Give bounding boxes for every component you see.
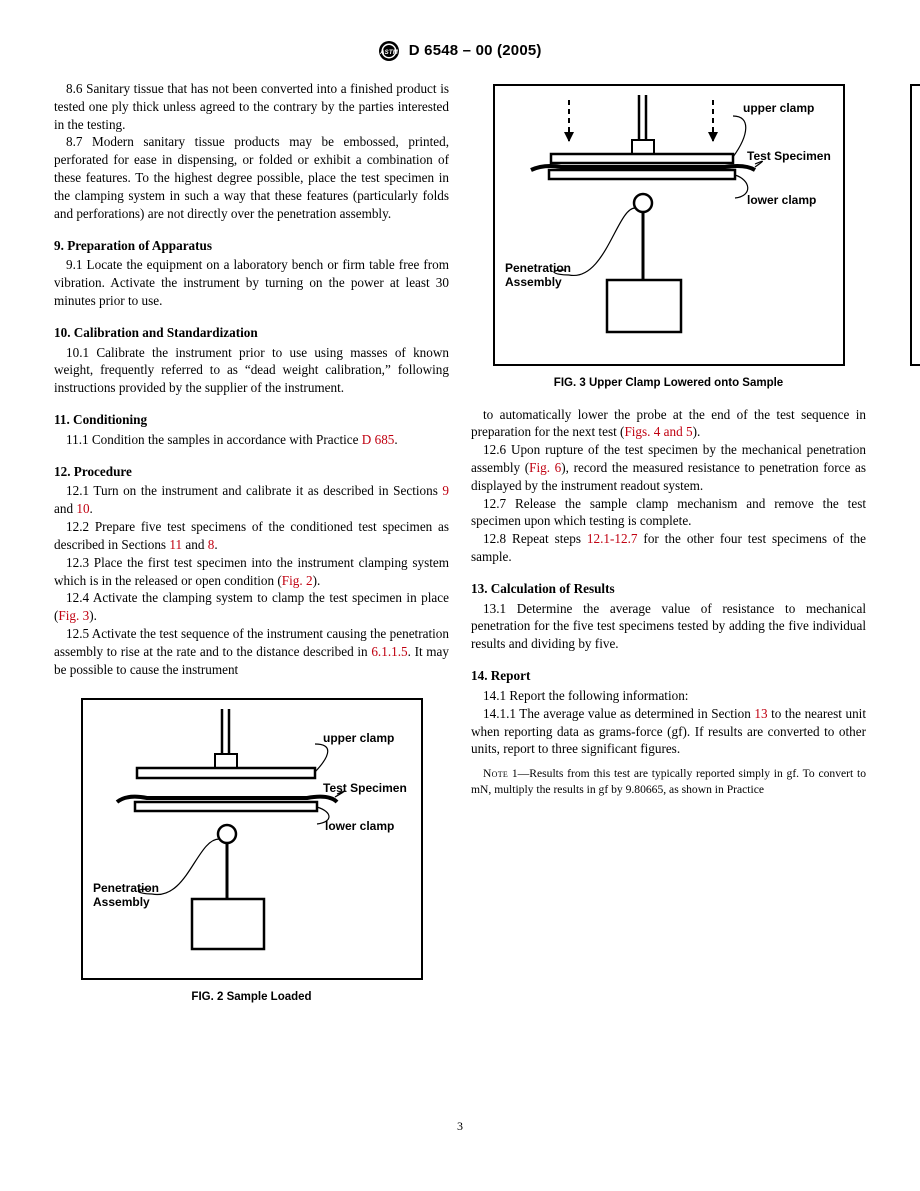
xref-sec9[interactable]: 9 [442, 483, 449, 498]
para-12-3: 12.3 Place the first test specimen into … [54, 554, 449, 590]
designation-text: D 6548 – 00 (2005) [409, 42, 542, 59]
figure-3-caption: FIG. 3 Upper Clamp Lowered onto Sample [471, 376, 866, 392]
note-1: Note 1—Results from this test are typica… [471, 766, 866, 797]
para-12-7: 12.7 Release the sample clamp mechanism … [471, 495, 866, 531]
para-12-1: 12.1 Turn on the instrument and calibrat… [54, 482, 449, 518]
figure-2: upper clamp Test Specimen lower clamp Pe… [54, 694, 449, 1006]
heading-13: 13. Calculation of Results [471, 580, 866, 598]
fig2-label-spec: Test Specimen [323, 781, 407, 795]
fig3-label-upper: upper clamp [743, 101, 814, 115]
xref-fig2[interactable]: Fig. 2 [282, 573, 313, 588]
heading-11: 11. Conditioning [54, 411, 449, 429]
para-13-1: 13.1 Determine the average value of resi… [471, 600, 866, 653]
xref-fig6[interactable]: Fig. 6 [529, 460, 561, 475]
para-11-1: 11.1 Condition the samples in accordance… [54, 431, 449, 449]
note-1-label: Note [483, 767, 508, 780]
astm-logo-icon: ASTM [378, 40, 400, 62]
figure-4: test direction upper clamp Test Specimen… [888, 80, 920, 392]
p125cb: ). [693, 424, 701, 439]
body-columns: 8.6 Sanitary tissue that has not been co… [54, 80, 866, 1100]
p1411a: 14.1.1 The average value as determined i… [483, 706, 754, 721]
xref-sec11[interactable]: 11 [169, 537, 182, 552]
para-10-1: 10.1 Calibrate the instrument prior to u… [54, 344, 449, 397]
xref-sec13[interactable]: 13 [754, 706, 767, 721]
para-12-4: 12.4 Activate the clamping system to cla… [54, 589, 449, 625]
para-12-6: 12.6 Upon rupture of the test specimen b… [471, 441, 866, 494]
para-8-6: 8.6 Sanitary tissue that has not been co… [54, 80, 449, 133]
figure-2-svg: upper clamp Test Specimen lower clamp Pe… [77, 694, 427, 984]
para-12-5-cont: to automatically lower the probe at the … [471, 406, 866, 442]
p122c: . [214, 537, 217, 552]
p123b: ). [313, 573, 321, 588]
p121c: . [90, 501, 93, 516]
xref-d685[interactable]: D 685 [362, 432, 395, 447]
para-12-5: 12.5 Activate the test sequence of the i… [54, 625, 449, 678]
p123a: 12.3 Place the first test specimen into … [54, 555, 449, 588]
fig2-label-pen1: Penetration [93, 881, 159, 895]
p122b: and [182, 537, 208, 552]
xref-121-127[interactable]: 12.1-12.7 [587, 531, 638, 546]
heading-14: 14. Report [471, 667, 866, 685]
figure-4-svg: test direction upper clamp Test Specimen… [906, 80, 920, 370]
para-14-1: 14.1 Report the following information: [471, 687, 866, 705]
xref-figs45[interactable]: Figs. 4 and 5 [624, 424, 692, 439]
heading-9: 9. Preparation of Apparatus [54, 237, 449, 255]
fig2-label-upper: upper clamp [323, 731, 394, 745]
fig3-label-pen1: Penetration [505, 261, 571, 275]
p124a: 12.4 Activate the clamping system to cla… [54, 590, 449, 623]
page-number: 3 [54, 1118, 866, 1134]
fig3-label-lower: lower clamp [747, 193, 816, 207]
xref-sec10[interactable]: 10 [76, 501, 89, 516]
fig3-label-pen2: Assembly [505, 275, 562, 289]
para-9-1: 9.1 Locate the equipment on a laboratory… [54, 256, 449, 309]
p121b: and [54, 501, 76, 516]
fig2-label-pen2: Assembly [93, 895, 150, 909]
p128a: 12.8 Repeat steps [483, 531, 587, 546]
document-header: ASTM D 6548 – 00 (2005) [54, 40, 866, 62]
p122a: 12.2 Prepare five test specimens of the … [54, 519, 449, 552]
para-14-1-1: 14.1.1 The average value as determined i… [471, 705, 866, 758]
fig3-label-spec: Test Specimen [747, 149, 831, 163]
p124b: ). [89, 608, 97, 623]
p121a: 12.1 Turn on the instrument and calibrat… [66, 483, 442, 498]
figure-3: upper clamp Test Specimen lower clamp Pe… [471, 80, 866, 392]
xref-fig3[interactable]: Fig. 3 [58, 608, 89, 623]
para-12-8: 12.8 Repeat steps 12.1-12.7 for the othe… [471, 530, 866, 566]
fig2-label-lower: lower clamp [325, 819, 394, 833]
heading-12: 12. Procedure [54, 463, 449, 481]
figure-3-svg: upper clamp Test Specimen lower clamp Pe… [489, 80, 849, 370]
note-1-text: 1—Results from this test are typically r… [471, 767, 866, 796]
para-12-2: 12.2 Prepare five test specimens of the … [54, 518, 449, 554]
heading-10: 10. Calibration and Standardization [54, 324, 449, 342]
para-11-1-b: . [394, 432, 397, 447]
para-8-7: 8.7 Modern sanitary tissue products may … [54, 133, 449, 222]
svg-text:ASTM: ASTM [379, 50, 399, 56]
xref-6115[interactable]: 6.1.1.5 [371, 644, 407, 659]
figure-4-caption: FIG. 4 Ball/Rod Probe Raised into Sample… [888, 376, 920, 392]
para-11-1-a: 11.1 Condition the samples in accordance… [66, 432, 362, 447]
figure-2-caption: FIG. 2 Sample Loaded [54, 990, 449, 1006]
